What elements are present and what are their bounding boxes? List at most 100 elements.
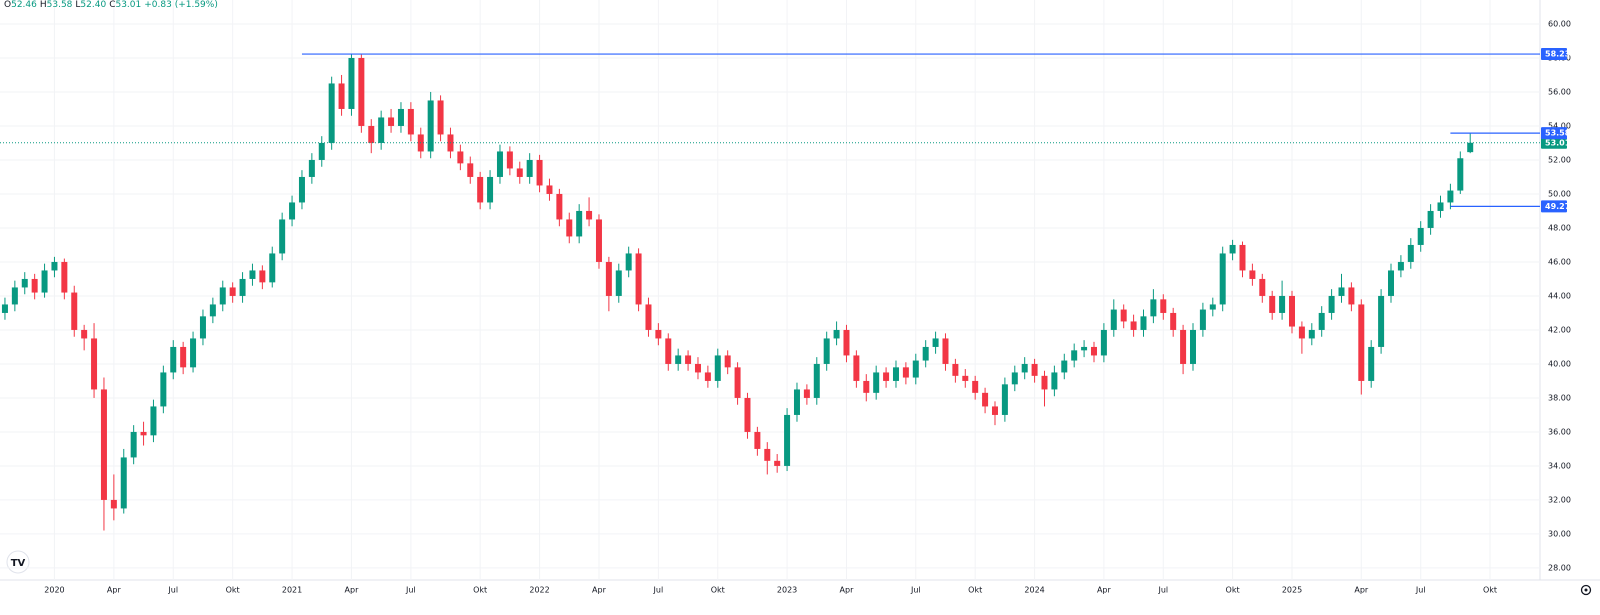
candle-body <box>1437 202 1444 211</box>
x-tick-label: 2022 <box>529 586 549 595</box>
y-tick-label: 56.00 <box>1548 87 1571 96</box>
x-tick-label: 2025 <box>1282 586 1302 595</box>
candle-body <box>764 448 771 461</box>
candle-body <box>1110 309 1117 330</box>
x-tick-label: 2021 <box>282 586 302 595</box>
x-tick-label: Apr <box>107 586 122 595</box>
candle-body <box>516 168 523 177</box>
candle-body <box>1130 321 1137 330</box>
candle-body <box>952 363 959 376</box>
candle-body <box>1467 142 1474 153</box>
y-tick-label: 50.00 <box>1548 189 1571 198</box>
candle-body <box>883 372 890 381</box>
candle-body <box>546 185 553 194</box>
candle-body <box>199 316 206 339</box>
candle-body <box>259 270 266 283</box>
candle-body <box>1269 295 1276 313</box>
ohlc-value: 53.58 <box>46 0 73 10</box>
candle-body <box>31 278 38 293</box>
y-tick-label: 34.00 <box>1548 461 1571 470</box>
candle-body <box>1308 329 1315 339</box>
grid <box>0 0 1540 580</box>
candle-body <box>1338 287 1345 296</box>
candle-body <box>427 100 434 152</box>
candle-body <box>982 392 989 407</box>
x-tick-label: 2023 <box>777 586 797 595</box>
ohlc-label: H <box>39 0 47 10</box>
ohlc-value: 53.01 <box>115 0 142 10</box>
candle-body <box>506 151 513 169</box>
candle-body <box>61 261 68 293</box>
candle-body <box>1368 346 1375 381</box>
candle-body <box>358 57 365 126</box>
candle-body <box>526 159 533 177</box>
candle-body <box>457 151 464 164</box>
candle-body <box>180 346 187 368</box>
level-label: 53.58 <box>1545 129 1571 138</box>
candle-body <box>140 431 147 436</box>
candle-body <box>734 367 741 398</box>
candle-body <box>843 329 850 356</box>
x-tick-label: Jul <box>910 586 921 595</box>
y-tick-label: 52.00 <box>1548 155 1571 164</box>
candle-body <box>1407 244 1414 262</box>
candle-body <box>972 380 979 393</box>
x-tick-label: 2020 <box>44 586 64 595</box>
change: +0.83 (+1.59%) <box>144 0 218 10</box>
candle-body <box>724 355 731 368</box>
y-tick-label: 36.00 <box>1548 427 1571 436</box>
candle-body <box>1387 270 1394 296</box>
candle-body <box>1249 270 1256 279</box>
y-tick-label: 40.00 <box>1548 359 1571 368</box>
candle-body <box>1061 360 1068 373</box>
x-tick-label: Okt <box>711 586 725 595</box>
candle-body <box>556 193 563 220</box>
y-tick-label: 44.00 <box>1548 291 1571 300</box>
settings-icon[interactable] <box>1580 584 1592 596</box>
candle-body <box>1378 295 1385 347</box>
candle-body <box>1288 295 1295 327</box>
candle-body <box>1189 329 1196 364</box>
candle-body <box>1348 287 1355 305</box>
candle-body <box>1011 372 1018 385</box>
candle-body <box>397 108 404 126</box>
candle-body <box>120 457 127 509</box>
candle-body <box>536 159 543 186</box>
x-tick-label: Jul <box>1157 586 1168 595</box>
candle-body <box>991 406 998 415</box>
candle-body <box>1318 312 1325 330</box>
candle-body <box>130 431 137 458</box>
candle-body <box>239 278 246 296</box>
candle-body <box>1259 278 1266 296</box>
ohlc-header: O52.46 H53.58 L52.40 C53.01 +0.83 (+1.59%) <box>4 0 218 10</box>
candle-body <box>1328 295 1335 313</box>
candle-body <box>368 125 375 143</box>
candle-body <box>635 253 642 305</box>
candle-body <box>1417 227 1424 245</box>
y-tick-label: 48.00 <box>1548 223 1571 232</box>
candle-body <box>685 355 692 364</box>
y-tick-label: 32.00 <box>1548 495 1571 504</box>
candle-body <box>962 375 969 381</box>
candle-body <box>694 363 701 373</box>
candle-body <box>279 219 286 254</box>
candle-body <box>21 278 28 288</box>
ohlc-value: 52.46 <box>11 0 37 10</box>
ohlc-label: C <box>109 0 116 10</box>
level-label: 58.23 <box>1545 50 1570 59</box>
candle-body <box>1209 304 1216 310</box>
candle-body <box>1180 329 1187 364</box>
candle-body <box>160 372 167 407</box>
last-price-box <box>1541 136 1567 149</box>
candle-body <box>833 329 840 339</box>
y-tick-label: 46.00 <box>1548 257 1571 266</box>
candle-body <box>100 389 107 500</box>
candle-body <box>170 346 177 373</box>
y-tick-label: 30.00 <box>1548 529 1571 538</box>
x-tick-label: Apr <box>1097 586 1112 595</box>
x-tick-label: 2024 <box>1024 586 1044 595</box>
y-tick-label: 38.00 <box>1548 393 1571 402</box>
candle-body <box>744 397 751 432</box>
ohlc-value: 52.40 <box>80 0 107 10</box>
